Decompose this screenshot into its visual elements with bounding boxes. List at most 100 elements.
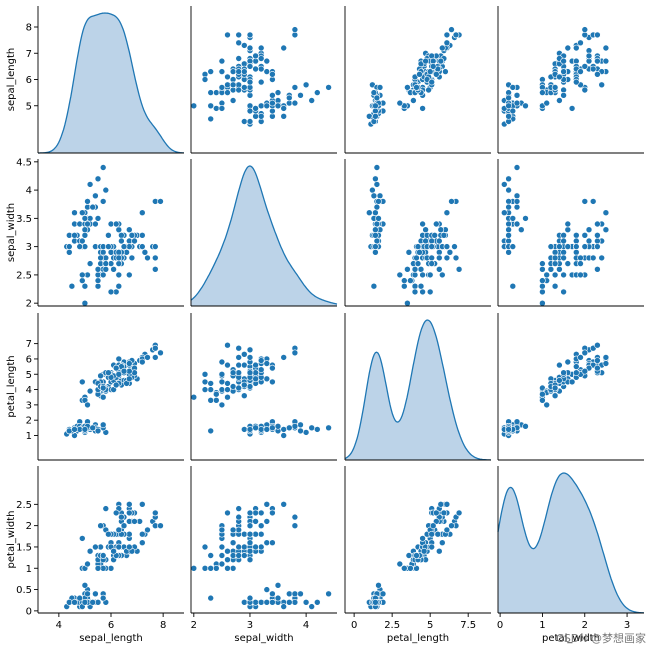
point-57 (213, 396, 220, 404)
point-60 (81, 299, 89, 307)
point-39 (269, 424, 276, 432)
point-148 (269, 509, 276, 517)
y-tick-label: 8 (26, 23, 32, 34)
point-109 (139, 500, 146, 508)
point-53 (207, 89, 214, 96)
point-92 (102, 265, 110, 273)
point-33 (313, 426, 321, 433)
panel-petal_width-vs-petal_length: 0 2.5 5 7.5 petal_length (344, 466, 491, 644)
point-131 (157, 349, 164, 357)
point-79 (99, 393, 107, 401)
point-143 (128, 232, 136, 239)
point-149 (572, 369, 580, 377)
point-145 (126, 509, 133, 517)
point-147 (581, 63, 589, 70)
point-91 (420, 547, 428, 555)
point-94 (229, 383, 237, 390)
point-100 (263, 68, 271, 75)
point-53 (411, 282, 419, 290)
point-89 (218, 386, 226, 393)
point-131 (291, 26, 299, 33)
point-49 (372, 598, 379, 606)
point-135 (152, 509, 159, 517)
point-8 (505, 249, 512, 256)
point-18 (99, 421, 107, 429)
point-114 (598, 254, 606, 262)
point-141 (252, 509, 259, 517)
point-145 (594, 57, 601, 65)
panel-sepal_width-vs-petal_width (497, 159, 644, 307)
point-8 (66, 249, 73, 256)
point-121 (97, 254, 104, 262)
point-147 (429, 522, 437, 530)
point-43 (375, 215, 382, 222)
point-37 (79, 209, 86, 216)
point-81 (213, 89, 220, 96)
point-79 (224, 564, 231, 572)
point-53 (207, 386, 214, 393)
point-40 (274, 594, 282, 602)
point-119 (560, 288, 567, 296)
point-43 (274, 102, 282, 110)
point-109 (602, 44, 610, 52)
point-49 (505, 102, 512, 110)
point-149 (428, 530, 436, 538)
point-147 (246, 63, 254, 70)
y-tick-label: 2 (26, 521, 32, 532)
point-141 (594, 237, 601, 245)
point-14 (369, 186, 376, 194)
point-117 (291, 513, 299, 521)
point-122 (152, 254, 159, 262)
point-22 (280, 113, 288, 120)
point-142 (577, 260, 584, 267)
y-tick-label: 1 (26, 431, 32, 442)
point-109 (602, 209, 610, 216)
point-131 (448, 522, 455, 530)
point-31 (269, 92, 276, 99)
point-16 (513, 192, 521, 200)
point-130 (144, 354, 151, 361)
point-37 (280, 603, 288, 610)
point-143 (594, 232, 601, 239)
point-106 (218, 378, 226, 386)
point-89 (411, 271, 419, 279)
point-148 (269, 364, 276, 372)
point-98 (84, 560, 91, 568)
point-106 (568, 378, 576, 386)
point-132 (435, 254, 443, 262)
point-34 (252, 424, 259, 432)
point-105 (246, 346, 254, 354)
point-135 (246, 354, 254, 361)
y-tick-label: 2 (26, 299, 32, 310)
point-43 (522, 102, 529, 110)
point-41 (207, 594, 214, 602)
point-132 (235, 361, 242, 369)
point-81 (539, 277, 546, 284)
panel-petal_length-vs-petal_length (344, 313, 492, 461)
point-46 (84, 198, 91, 205)
y-tick-label: 3 (26, 242, 32, 253)
y-tick-label: 2.5 (16, 270, 32, 281)
point-48 (285, 424, 293, 432)
panel-petal_length-vs-sepal_length: 1 2 3 4 5 6 7 petal_length (6, 313, 184, 461)
point-37 (500, 209, 508, 216)
point-141 (131, 237, 138, 245)
point-8 (241, 426, 248, 433)
point-95 (547, 243, 555, 250)
panel-sepal_length-vs-sepal_length: 5 6 7 8 sepal_length (6, 6, 184, 154)
point-85 (564, 220, 572, 228)
point-21 (285, 590, 293, 598)
point-109 (280, 44, 288, 52)
x-axis-label-sepal_width: sepal_width (234, 633, 293, 644)
point-90 (224, 89, 231, 96)
point-148 (594, 220, 601, 228)
point-123 (229, 68, 237, 75)
point-34 (373, 237, 381, 245)
panel-sepal_width-vs-petal_length (344, 159, 491, 307)
point-79 (539, 265, 546, 273)
point-119 (107, 288, 115, 296)
point-99 (551, 84, 559, 91)
point-109 (280, 354, 288, 361)
y-tick-label: 1.5 (16, 542, 32, 553)
